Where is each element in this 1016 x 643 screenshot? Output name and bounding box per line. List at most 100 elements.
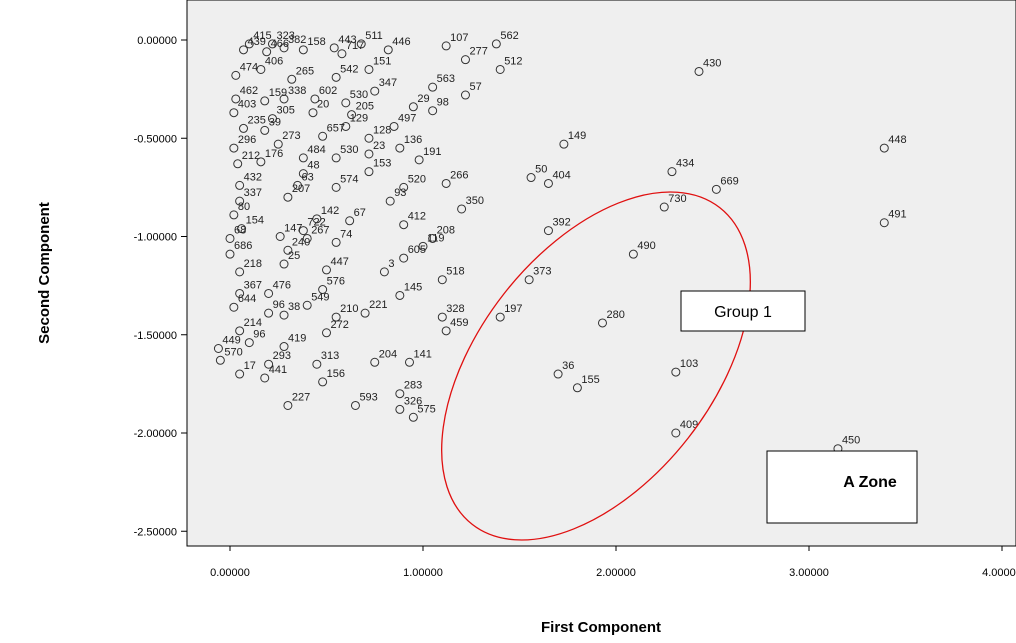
data-point — [694, 66, 704, 76]
point-label: 574 — [340, 173, 358, 185]
point-label: 409 — [680, 419, 698, 431]
data-point — [364, 133, 374, 143]
y-tick-label: -2.00000 — [134, 428, 177, 440]
point-label: 562 — [500, 30, 518, 42]
data-point — [275, 232, 285, 241]
point-label: 669 — [720, 175, 738, 187]
data-point — [331, 182, 341, 192]
point-label: 722 — [307, 217, 325, 229]
data-point — [283, 400, 293, 410]
data-point — [235, 180, 245, 190]
point-label: 214 — [244, 317, 262, 329]
point-label: 218 — [244, 258, 262, 270]
point-label: 730 — [668, 193, 686, 205]
point-label: 404 — [552, 169, 570, 181]
data-point — [457, 204, 467, 214]
point-label: 459 — [450, 317, 468, 329]
data-point — [302, 233, 312, 243]
point-label: 119 — [427, 232, 445, 244]
data-point — [370, 86, 380, 96]
data-point — [298, 153, 308, 163]
data-point — [239, 45, 249, 55]
data-point — [298, 169, 308, 179]
point-label: 208 — [437, 224, 455, 236]
point-label: 227 — [292, 391, 310, 403]
point-label: 337 — [244, 187, 262, 199]
data-point — [399, 253, 409, 263]
data-point — [404, 357, 414, 367]
data-point — [364, 64, 374, 74]
data-point — [237, 224, 247, 234]
data-point — [287, 74, 297, 84]
data-point — [659, 202, 669, 212]
data-point — [260, 373, 270, 383]
data-point — [298, 45, 308, 55]
point-label: 448 — [888, 134, 906, 146]
data-point — [441, 326, 451, 336]
point-label: 197 — [504, 303, 522, 315]
point-label: 207 — [292, 183, 310, 195]
x-tick-label: 3.00000 — [789, 567, 829, 579]
x-tick-label: 1.00000 — [403, 567, 443, 579]
point-label: 450 — [842, 435, 860, 447]
point-label: 484 — [307, 144, 325, 156]
data-point — [345, 216, 355, 226]
point-label: 466 — [271, 38, 289, 50]
data-point — [331, 153, 341, 163]
point-label: 367 — [244, 279, 262, 291]
data-point — [711, 184, 721, 194]
point-label: 412 — [408, 211, 426, 223]
data-point — [235, 326, 245, 336]
point-label: 128 — [373, 124, 391, 136]
point-label: 48 — [307, 160, 319, 172]
point-label: 17 — [244, 360, 256, 372]
data-point — [213, 344, 223, 354]
data-point — [441, 178, 451, 188]
data-point — [264, 308, 274, 318]
data-point — [395, 389, 405, 399]
point-label: 563 — [437, 73, 455, 85]
point-label: 98 — [437, 97, 449, 109]
point-label: 280 — [606, 309, 624, 321]
data-point — [399, 182, 409, 192]
data-point — [553, 369, 563, 379]
point-label: 373 — [533, 266, 551, 278]
point-label: 142 — [321, 205, 339, 217]
data-point — [495, 64, 505, 74]
point-label: 39 — [269, 116, 281, 128]
data-point — [460, 90, 470, 100]
data-point — [437, 275, 447, 285]
data-point — [264, 359, 274, 369]
point-label: 103 — [680, 358, 698, 370]
point-label: 153 — [373, 158, 391, 170]
data-point — [383, 45, 393, 55]
point-label: 63 — [302, 171, 314, 183]
point-label: 145 — [404, 281, 422, 293]
point-label: 449 — [222, 335, 240, 347]
data-point — [418, 241, 428, 251]
point-label: 338 — [288, 85, 306, 97]
data-point — [229, 108, 239, 118]
data-point — [360, 308, 370, 318]
data-point — [283, 192, 293, 202]
point-label: 50 — [535, 164, 547, 176]
data-point — [379, 267, 389, 277]
data-point — [225, 249, 235, 259]
data-point — [318, 377, 328, 387]
data-point — [408, 412, 418, 422]
data-point — [298, 226, 308, 236]
data-point — [312, 359, 322, 369]
point-label: 447 — [331, 256, 349, 268]
point-label: 266 — [450, 169, 468, 181]
data-point — [231, 94, 241, 104]
data-point — [350, 400, 360, 410]
data-point — [229, 210, 239, 220]
data-point — [460, 55, 470, 65]
data-point — [524, 275, 534, 285]
point-label: 542 — [340, 63, 358, 75]
data-point — [399, 220, 409, 230]
point-label: 323 — [276, 30, 294, 42]
x-tick-label: 4.00000 — [982, 567, 1016, 579]
group-label: Group 1 — [714, 304, 772, 321]
point-label: 511 — [365, 30, 383, 42]
